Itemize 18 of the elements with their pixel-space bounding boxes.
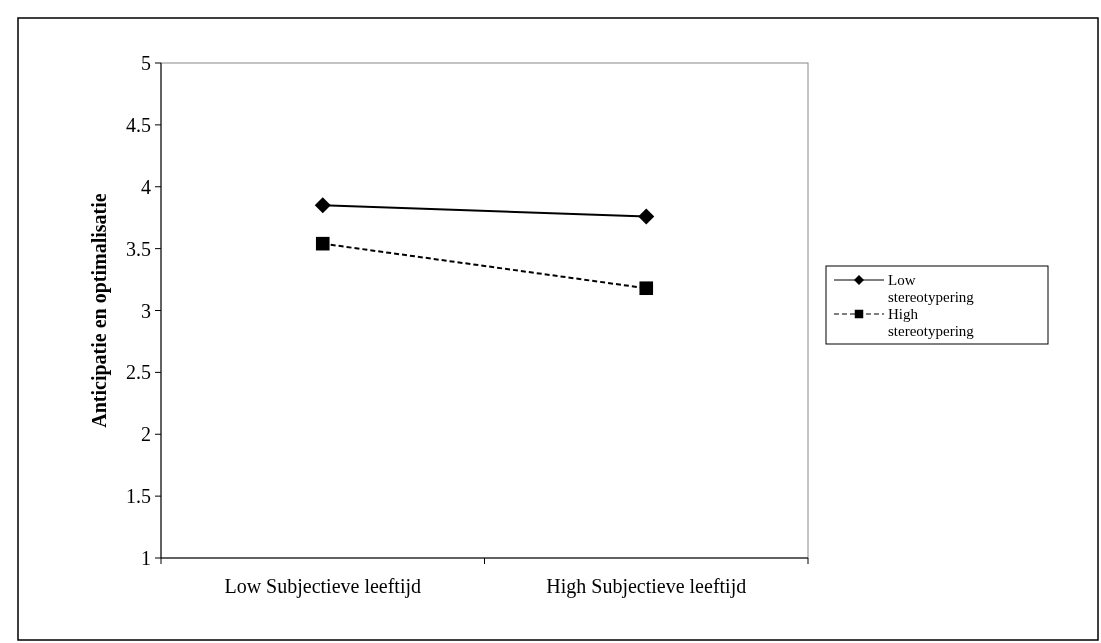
x-tick-label: High Subjectieve leeftijd [546, 575, 747, 598]
legend-label: Low stereotypering [888, 272, 975, 306]
y-axis-title: Anticipatie en optimalisatie [88, 193, 111, 428]
y-tick-label: 3.5 [126, 237, 151, 260]
y-tick-label: 5 [141, 52, 151, 74]
x-tick-label: Low Subjectieve leeftijd [224, 575, 422, 598]
y-tick-label: 2.5 [126, 361, 151, 384]
y-tick-label: 2 [141, 423, 151, 446]
point [639, 281, 654, 296]
point [315, 236, 330, 251]
point [314, 197, 331, 214]
y-tick-label: 4 [141, 175, 151, 198]
y-tick-label: 4.5 [126, 113, 151, 136]
point [638, 208, 655, 225]
legend-label: High stereotypering [888, 306, 975, 340]
y-tick-label: 1 [141, 547, 151, 569]
y-tick-label: 1.5 [126, 485, 151, 508]
y-tick-label: 3 [141, 299, 151, 322]
